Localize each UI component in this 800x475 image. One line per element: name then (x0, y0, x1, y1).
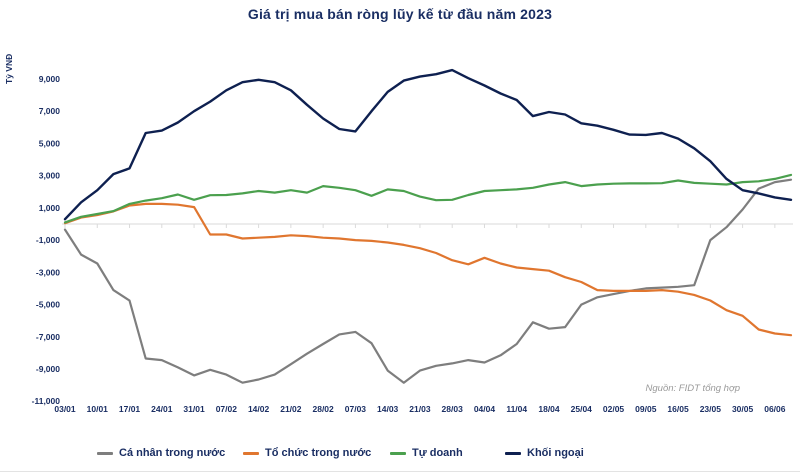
series-line-to-chuc-trong-nuoc (63, 202, 793, 337)
y-axis-tick-label: 9,000 (39, 74, 61, 84)
legend-item-tu-doanh: Tự doanh (390, 445, 463, 461)
x-axis-tick-label: 07/03 (345, 404, 367, 414)
x-axis-tick-label: 23/05 (700, 404, 722, 414)
legend-line-marker (505, 451, 521, 455)
legend-line-marker (390, 451, 406, 455)
x-axis-tick-label: 31/01 (183, 404, 205, 414)
series-line-tu-doanh (63, 173, 793, 224)
x-axis-tick-label: 17/01 (119, 404, 141, 414)
bottom-divider (0, 471, 800, 472)
legend-item-to-chuc-trong-nuoc: Tổ chức trong nước (243, 445, 371, 461)
y-axis-tick-label: -9,000 (36, 364, 60, 374)
y-axis-tick-label: -1,000 (36, 235, 60, 245)
legend-line-marker (243, 451, 259, 455)
legend-label: Tự doanh (412, 447, 463, 459)
x-axis-tick-label: 10/01 (87, 404, 109, 414)
x-axis-tick-label: 25/04 (571, 404, 593, 414)
legend: Cá nhân trong nước Tổ chức trong nước Tự… (0, 445, 800, 461)
chart-title: Giá trị mua bán ròng lũy kế từ đầu năm 2… (247, 6, 553, 22)
legend-label: Cá nhân trong nước (119, 447, 226, 459)
y-axis-tick-label: 3,000 (39, 171, 61, 181)
x-axis-tick-label: 06/06 (764, 404, 786, 414)
x-axis-tick-label: 21/02 (280, 404, 302, 414)
y-axis-tick-label: -5,000 (36, 300, 60, 310)
legend-label: Khối ngoại (527, 447, 584, 459)
source-note: Nguồn: FIDT tổng hợp (645, 383, 740, 394)
legend-label: Tổ chức trong nước (265, 447, 372, 459)
x-axis-tick-label: 02/05 (603, 404, 625, 414)
x-axis-tick-label: 16/05 (667, 404, 689, 414)
y-axis-tick-label: 5,000 (39, 138, 61, 148)
series-line-khoi-ngoai (63, 68, 793, 221)
y-axis-tick-label: 1,000 (39, 203, 61, 213)
x-axis-tick-label: 14/03 (377, 404, 399, 414)
legend-line-marker (97, 451, 113, 455)
x-axis-tick-label: 14/02 (248, 404, 270, 414)
y-axis-tick-label: 7,000 (39, 106, 61, 116)
y-axis-tick-label: -11,000 (32, 396, 61, 406)
x-axis-tick-label: 28/02 (312, 404, 334, 414)
y-axis-tick-label: -3,000 (36, 267, 60, 277)
x-axis-tick-label: 04/04 (474, 404, 496, 414)
x-axis-tick-label: 18/04 (538, 404, 560, 414)
x-axis-tick-label: 11/04 (506, 404, 527, 414)
x-axis-tick-label: 30/05 (732, 404, 754, 414)
x-axis-tick-label: 21/03 (409, 404, 431, 414)
x-axis-tick-label: 03/01 (54, 404, 76, 414)
legend-item-khoi-ngoai: Khối ngoại (505, 445, 584, 461)
series-line-ca-nhan-trong-nuoc (63, 178, 793, 384)
x-axis-tick-label: 07/02 (216, 404, 238, 414)
x-axis-tick-label: 09/05 (635, 404, 657, 414)
y-axis-tick-label: -7,000 (36, 332, 60, 342)
x-axis-tick-label: 28/03 (442, 404, 464, 414)
x-axis-tick-label: 24/01 (151, 404, 173, 414)
legend-item-ca-nhan-trong-nuoc: Cá nhân trong nước (97, 445, 225, 461)
